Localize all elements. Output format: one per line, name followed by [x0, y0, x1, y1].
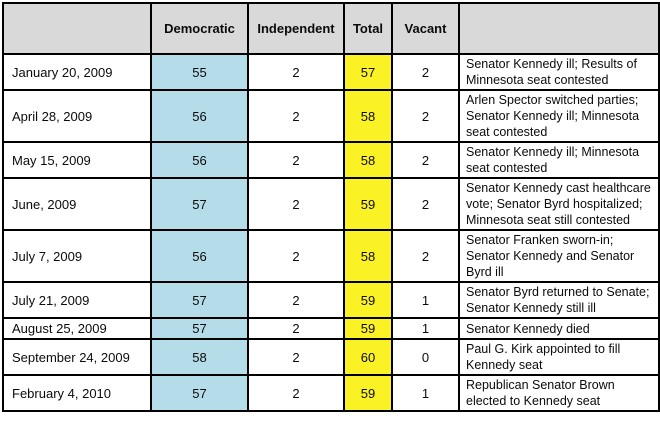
notes-cell: Senator Franken sworn-in; Senator Kenned… [458, 229, 660, 283]
independent-count-cell: 2 [247, 374, 345, 412]
notes-cell: Republican Senator Brown elected to Kenn… [458, 374, 660, 412]
table-row: July 21, 2009 57 2 59 1 Senator Byrd ret… [2, 281, 660, 319]
notes-cell: Arlen Spector switched parties; Senator … [458, 89, 660, 143]
democratic-count-cell: 56 [150, 141, 249, 179]
independent-count-cell: 2 [247, 141, 345, 179]
notes-cell: Senator Kennedy cast healthcare vote; Se… [458, 177, 660, 231]
table-row: July 7, 2009 56 2 58 2 Senator Franken s… [2, 229, 660, 283]
date-cell: September 24, 2009 [2, 338, 152, 376]
independent-count-cell: 2 [247, 281, 345, 319]
notes-cell: Senator Kennedy ill; Minnesota seat cont… [458, 141, 660, 179]
date-cell: July 21, 2009 [2, 281, 152, 319]
total-count-cell: 59 [343, 374, 393, 412]
democratic-count-cell: 57 [150, 177, 249, 231]
column-header-democratic: Democratic [150, 2, 249, 55]
date-cell: April 28, 2009 [2, 89, 152, 143]
notes-cell: Paul G. Kirk appointed to fill Kennedy s… [458, 338, 660, 376]
table-row: August 25, 2009 57 2 59 1 Senator Kenned… [2, 317, 660, 340]
table-row: June, 2009 57 2 59 2 Senator Kennedy cas… [2, 177, 660, 231]
date-cell: January 20, 2009 [2, 53, 152, 91]
notes-cell: Senator Kennedy ill; Results of Minnesot… [458, 53, 660, 91]
vacant-count-cell: 1 [391, 317, 460, 340]
date-cell: July 7, 2009 [2, 229, 152, 283]
notes-cell: Senator Byrd returned to Senate; Senator… [458, 281, 660, 319]
date-cell: February 4, 2010 [2, 374, 152, 412]
column-header-independent: Independent [247, 2, 345, 55]
senate-composition-table: Democratic Independent Total Vacant Janu… [2, 2, 660, 412]
date-cell: May 15, 2009 [2, 141, 152, 179]
date-cell: June, 2009 [2, 177, 152, 231]
total-count-cell: 58 [343, 229, 393, 283]
total-count-cell: 57 [343, 53, 393, 91]
date-cell: August 25, 2009 [2, 317, 152, 340]
total-count-cell: 58 [343, 141, 393, 179]
total-count-cell: 60 [343, 338, 393, 376]
table-row: September 24, 2009 58 2 60 0 Paul G. Kir… [2, 338, 660, 376]
column-header-date [2, 2, 152, 55]
column-header-notes [458, 2, 660, 55]
vacant-count-cell: 2 [391, 89, 460, 143]
vacant-count-cell: 1 [391, 374, 460, 412]
independent-count-cell: 2 [247, 53, 345, 91]
total-count-cell: 59 [343, 281, 393, 319]
independent-count-cell: 2 [247, 177, 345, 231]
vacant-count-cell: 2 [391, 229, 460, 283]
democratic-count-cell: 55 [150, 53, 249, 91]
table-row: April 28, 2009 56 2 58 2 Arlen Spector s… [2, 89, 660, 143]
total-count-cell: 59 [343, 177, 393, 231]
column-header-vacant: Vacant [391, 2, 460, 55]
independent-count-cell: 2 [247, 338, 345, 376]
table-row: February 4, 2010 57 2 59 1 Republican Se… [2, 374, 660, 412]
democratic-count-cell: 56 [150, 229, 249, 283]
table-row: May 15, 2009 56 2 58 2 Senator Kennedy i… [2, 141, 660, 179]
democratic-count-cell: 56 [150, 89, 249, 143]
table-body: January 20, 2009 55 2 57 2 Senator Kenne… [2, 53, 660, 412]
vacant-count-cell: 2 [391, 141, 460, 179]
vacant-count-cell: 0 [391, 338, 460, 376]
democratic-count-cell: 58 [150, 338, 249, 376]
header-row: Democratic Independent Total Vacant [2, 2, 660, 55]
independent-count-cell: 2 [247, 89, 345, 143]
independent-count-cell: 2 [247, 317, 345, 340]
democratic-count-cell: 57 [150, 281, 249, 319]
vacant-count-cell: 2 [391, 177, 460, 231]
democratic-count-cell: 57 [150, 317, 249, 340]
vacant-count-cell: 1 [391, 281, 460, 319]
vacant-count-cell: 2 [391, 53, 460, 91]
notes-cell: Senator Kennedy died [458, 317, 660, 340]
column-header-total: Total [343, 2, 393, 55]
independent-count-cell: 2 [247, 229, 345, 283]
total-count-cell: 58 [343, 89, 393, 143]
table-row: January 20, 2009 55 2 57 2 Senator Kenne… [2, 53, 660, 91]
democratic-count-cell: 57 [150, 374, 249, 412]
total-count-cell: 59 [343, 317, 393, 340]
